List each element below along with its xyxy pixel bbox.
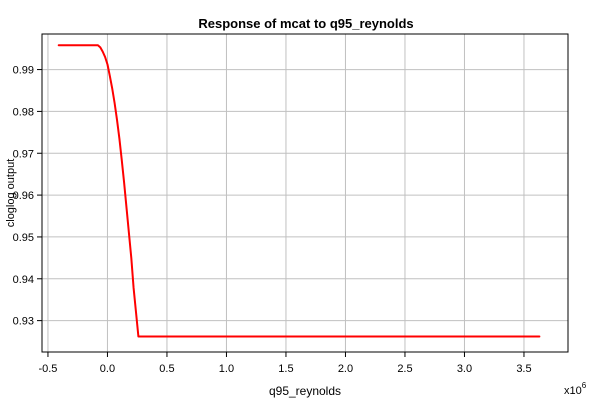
y-tick-label: 0.98 xyxy=(13,106,34,118)
y-tick-label: 0.95 xyxy=(13,232,34,244)
y-tick-label: 0.97 xyxy=(13,148,34,160)
x-axis-multiplier: x106 xyxy=(564,381,587,397)
x-tick-label: 0.5 xyxy=(159,363,174,375)
y-axis-label: cloglog output xyxy=(5,159,17,228)
x-tick-label: 2.0 xyxy=(338,363,353,375)
y-tick-label: 0.94 xyxy=(13,274,34,286)
series-line xyxy=(57,44,541,338)
x-tick-label: 1.0 xyxy=(219,363,234,375)
y-tick-label: 0.99 xyxy=(13,65,34,77)
y-tick-label: 0.96 xyxy=(13,190,34,202)
x-multiplier-exponent: 6 xyxy=(582,381,587,390)
chart-title: Response of mcat to q95_reynolds xyxy=(198,16,413,31)
y-axis-ticks: 0.93 0.94 0.95 0.96 0.97 0.98 0.99 xyxy=(13,65,42,328)
x-tick-label: 1.5 xyxy=(278,363,293,375)
plot-frame xyxy=(41,33,569,353)
x-tick-label: -0.5 xyxy=(38,363,57,375)
x-multiplier-base: x10 xyxy=(564,385,582,397)
x-axis-label: q95_reynolds xyxy=(269,384,341,398)
y-tick-label: 0.93 xyxy=(13,316,34,328)
plot-area xyxy=(41,33,569,353)
x-tick-label: 3.0 xyxy=(457,363,472,375)
x-gridlines xyxy=(47,34,525,352)
plot-background xyxy=(42,34,568,352)
x-tick-label: 0.0 xyxy=(100,363,115,375)
x-axis-ticks: -0.5 0.0 0.5 1.0 1.5 2.0 2.5 3.0 3.5 xyxy=(38,352,532,375)
x-tick-label: 3.5 xyxy=(516,363,531,375)
series-layer xyxy=(57,44,541,338)
x-tick-label: 2.5 xyxy=(397,363,412,375)
